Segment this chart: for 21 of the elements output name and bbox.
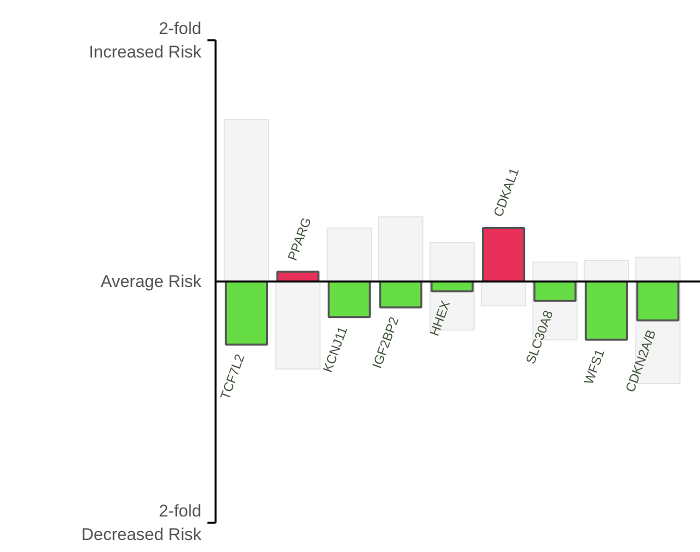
bar bbox=[584, 280, 628, 341]
bar bbox=[224, 280, 268, 346]
bar bbox=[482, 227, 526, 282]
bar bbox=[378, 216, 424, 282]
bar bbox=[480, 281, 526, 306]
x-tick-label: HHEX bbox=[426, 298, 454, 338]
text: 2-fold Decreased Risk bbox=[81, 501, 202, 544]
bar bbox=[533, 280, 577, 302]
bar bbox=[275, 281, 320, 370]
bar bbox=[430, 242, 475, 282]
bar bbox=[224, 119, 270, 282]
bar bbox=[326, 228, 372, 282]
bar bbox=[584, 260, 630, 282]
bar bbox=[328, 280, 371, 318]
bar bbox=[532, 262, 578, 282]
x-tick-label: WFS1 bbox=[580, 347, 608, 386]
bar bbox=[379, 280, 422, 308]
text: 2-fold Increased Risk bbox=[88, 18, 202, 62]
text: Average Risk bbox=[100, 272, 202, 291]
bar bbox=[636, 280, 680, 322]
bar bbox=[635, 256, 680, 282]
